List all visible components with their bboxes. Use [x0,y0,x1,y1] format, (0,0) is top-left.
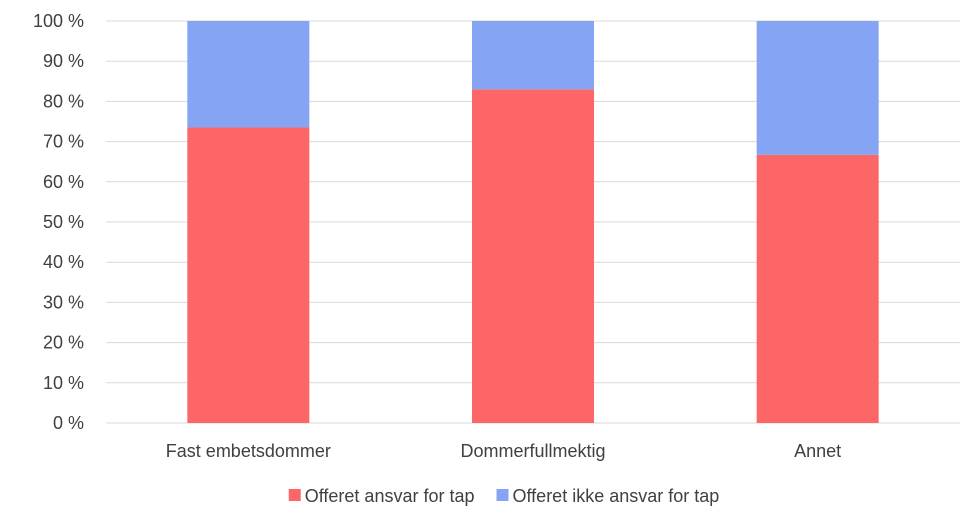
bars [187,21,879,423]
y-tick-label: 50 % [43,212,84,232]
legend-label: Offeret ikke ansvar for tap [513,486,720,506]
legend-item: Offeret ansvar for tap [288,486,475,506]
x-category-label: Fast embetsdommer [166,441,331,461]
bar-segment [187,21,310,128]
bar-segment [756,154,879,423]
legend-item: Offeret ikke ansvar for tap [496,486,720,506]
bar-segment [472,21,594,90]
y-tick-label: 80 % [43,91,84,111]
y-tick-label: 100 % [33,11,84,31]
y-tick-label: 0 % [53,413,84,433]
y-tick-label: 30 % [43,292,84,312]
y-tick-label: 90 % [43,51,84,71]
bar-segment [187,127,310,423]
y-tick-label: 20 % [43,333,84,353]
x-category-label: Annet [794,441,841,461]
y-tick-label: 40 % [43,252,84,272]
y-tick-label: 70 % [43,132,84,152]
bar-segment [756,21,879,155]
y-tick-label: 60 % [43,172,84,192]
bar-segment [472,89,594,423]
x-category-label: Dommerfullmektig [460,441,605,461]
legend: Offeret ansvar for tap Offeret ikke ansva… [288,486,720,506]
legend-label: Offeret ansvar for tap [305,486,475,506]
legend-swatch [496,489,509,501]
legend-swatch [288,489,301,501]
axis-labels: 0 % 10 % 20 % 30 % 40 % 50 % 60 % 70 % 80 % 90 % 1… [33,11,841,461]
y-tick-label: 10 % [43,373,84,393]
